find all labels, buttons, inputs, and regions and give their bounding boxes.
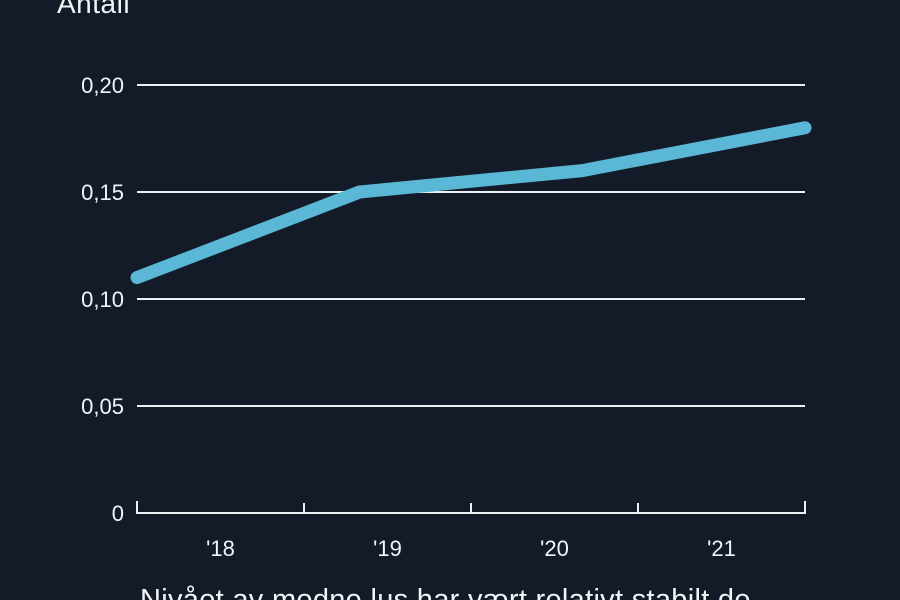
- chart-caption: Nivået av modne lus har vært relativt st…: [140, 584, 751, 600]
- x-tick-label: '19: [373, 536, 402, 561]
- y-tick-label: 0,20: [81, 73, 124, 98]
- x-tick-label: '18: [206, 536, 235, 561]
- y-tick-label: 0: [112, 501, 124, 526]
- y-axis-title: Antall: [57, 0, 131, 19]
- x-axis: [136, 501, 806, 514]
- y-tick-label: 0,10: [81, 287, 124, 312]
- data-line: [130, 121, 812, 285]
- y-tick-label: 0,15: [81, 180, 124, 205]
- x-tick-label: '20: [540, 536, 569, 561]
- x-tick-label: '21: [707, 536, 736, 561]
- y-tick-label: 0,05: [81, 394, 124, 419]
